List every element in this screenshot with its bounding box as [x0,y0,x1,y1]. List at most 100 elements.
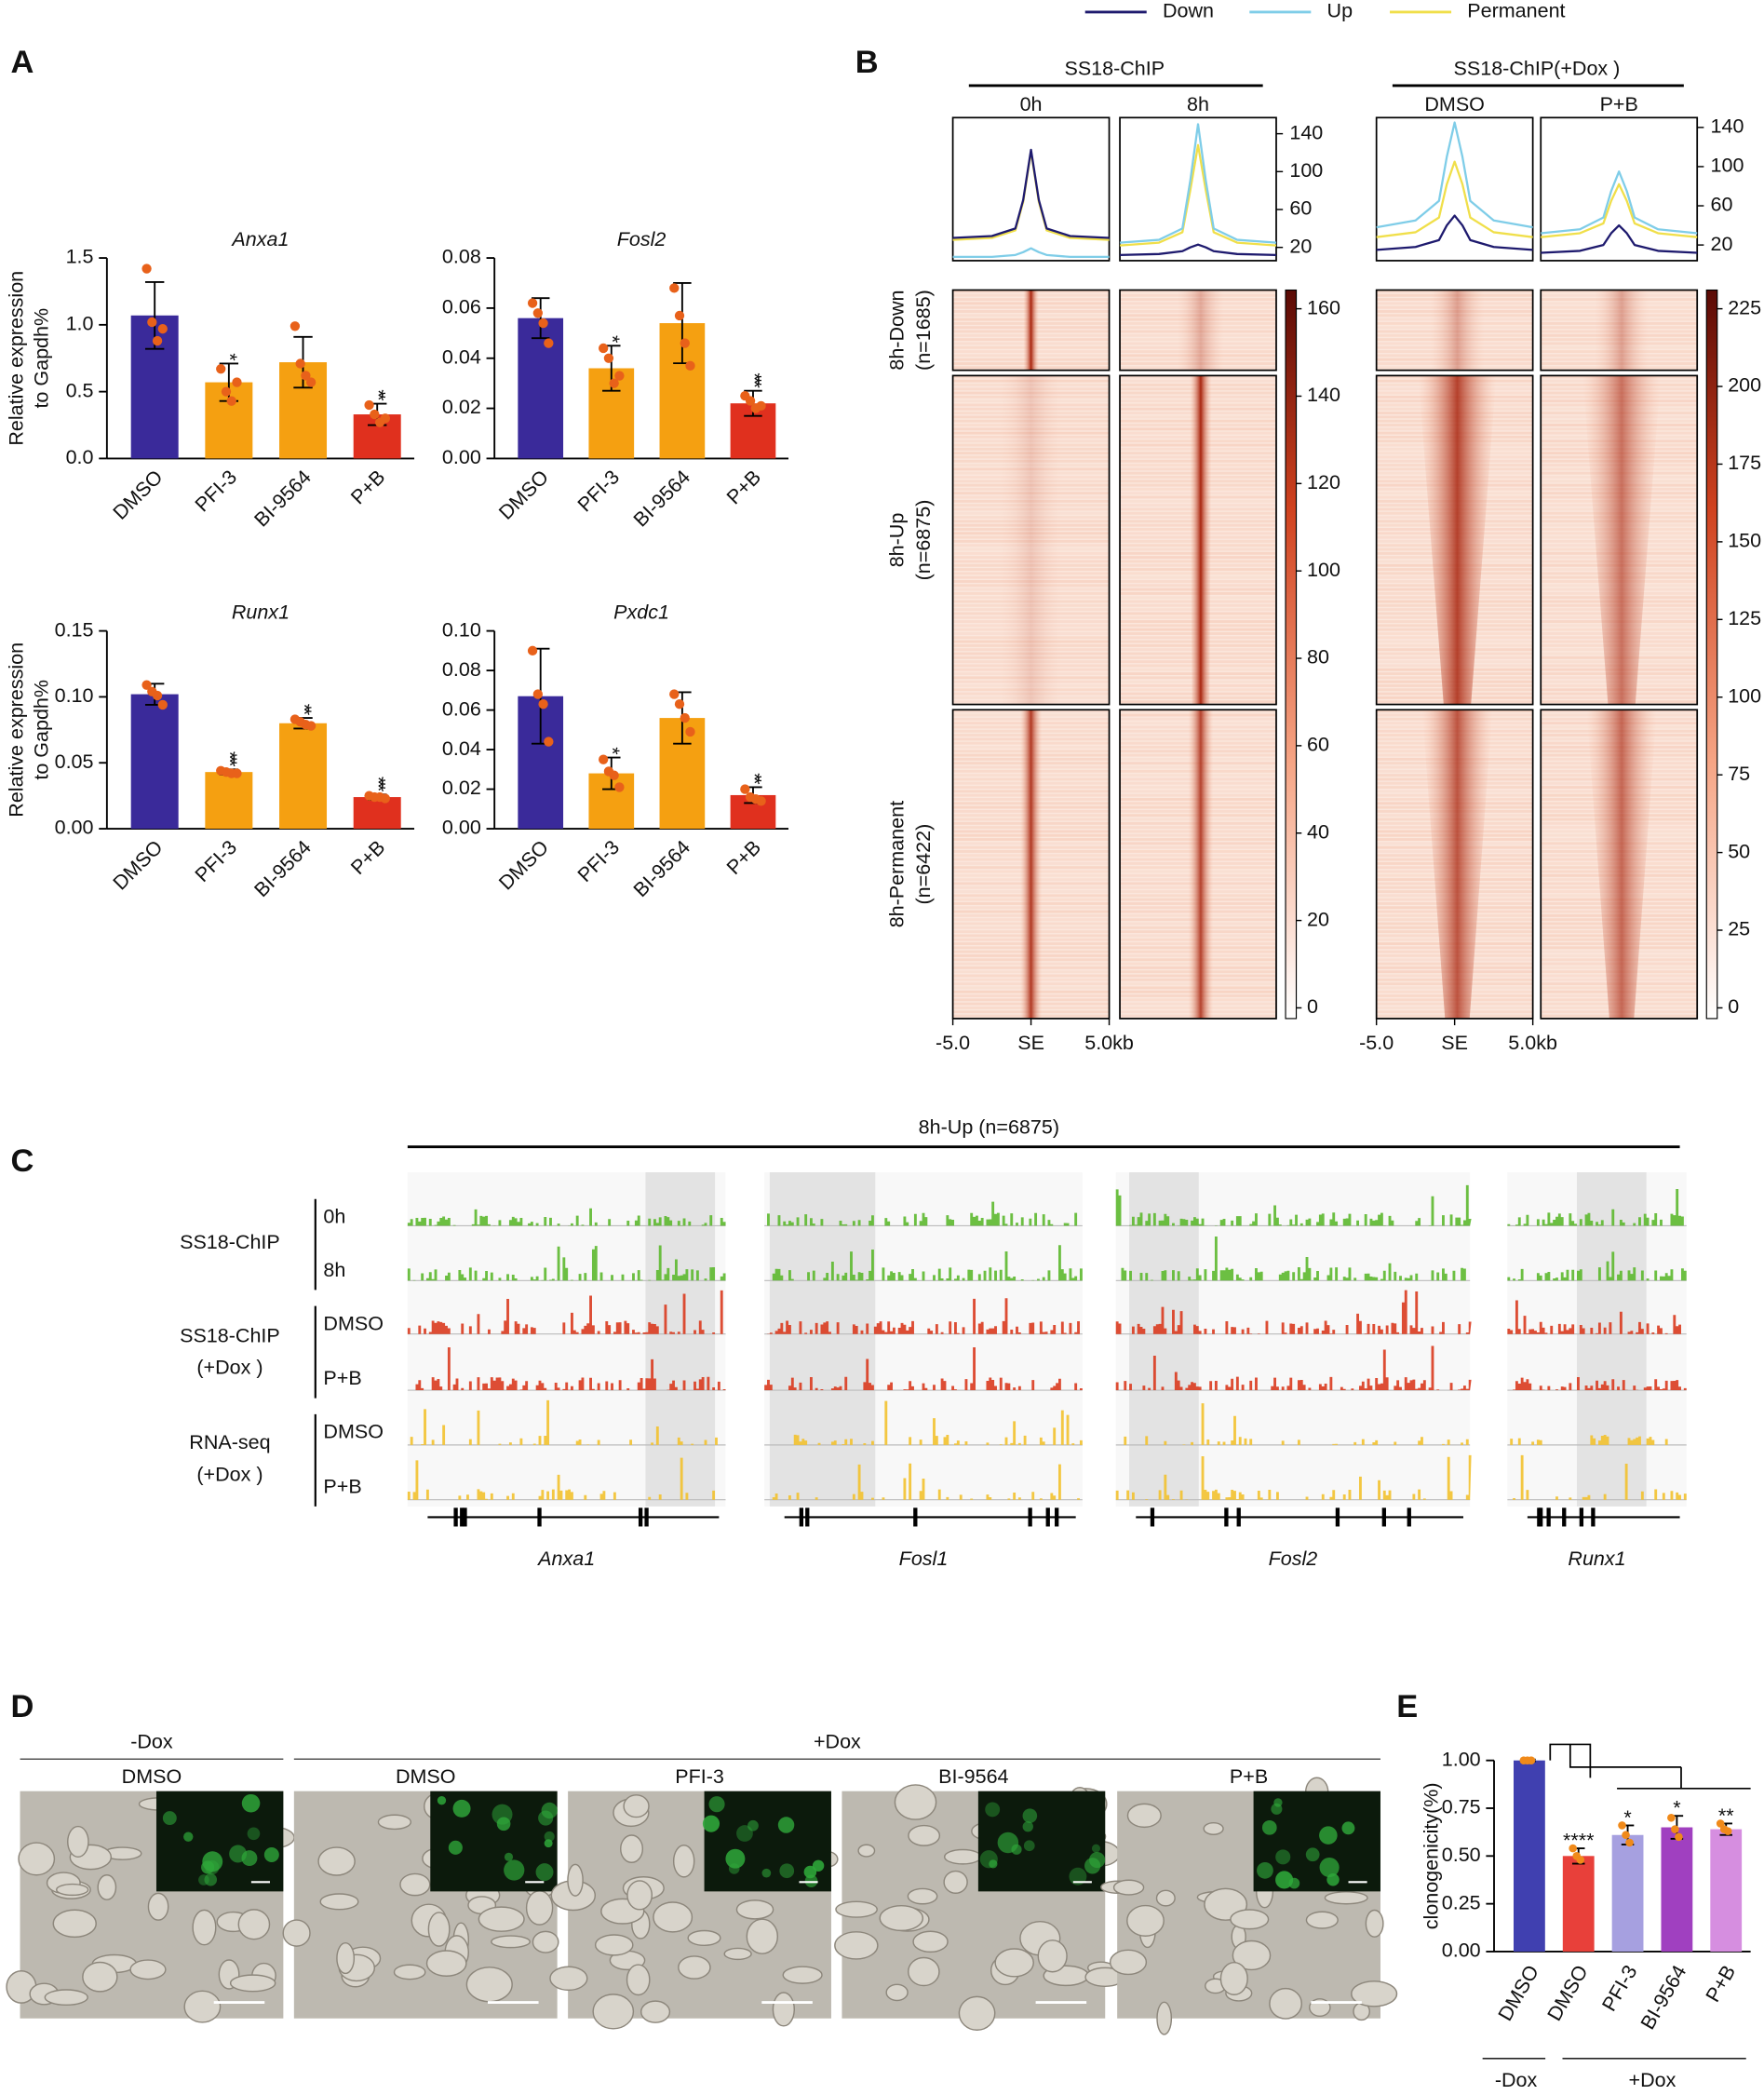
plot-frame [951,116,1111,262]
bar [279,723,328,830]
cell [943,1848,982,1865]
cell [772,1992,795,2027]
exon [1224,1507,1229,1527]
cell [592,1994,635,2030]
y-tick-label: 0.04 [442,345,481,368]
significance-brackets [1549,1743,1751,1790]
significance: ** [743,773,765,785]
gfp-cell [201,1860,215,1874]
heatmap-frame [1375,374,1534,706]
cell [491,1935,531,1949]
colorbar-tick-label: 60 [1307,734,1329,756]
x-tick-label: PFI-3 [191,836,241,886]
heatmap-frame [1119,289,1277,372]
cell [620,1834,644,1863]
x-tick-label: P+B [346,466,389,508]
heatmap-block [1375,289,1534,372]
track-signal [764,1400,1083,1445]
data-point [599,343,609,354]
panel-label: E [1396,1689,1418,1724]
significance: *** [219,751,241,767]
track-sample-label: P+B [323,1367,361,1389]
column-title: 8h [1187,93,1209,115]
exon [1579,1507,1584,1527]
gfp-cell [1261,1819,1277,1835]
gfp-cell [1089,1852,1106,1869]
profile-line [952,247,1110,259]
cell [678,1955,711,1980]
tracks-title: 8h-Up (n=6875) [919,1115,1059,1138]
chart-title: Anxa1 [230,228,289,250]
gfp-cell [1319,1857,1340,1878]
x-tick-label: DMSO [109,466,168,524]
track-group-label: RNA-seq [189,1431,270,1453]
data-point [614,782,625,792]
data-point [364,399,374,411]
gfp-cell [204,1872,218,1886]
legend-label: Permanent [1467,0,1565,22]
track-sample-label: DMSO [323,1421,384,1443]
cell [56,1883,89,1897]
track-group-label: (+Dox ) [196,1357,263,1379]
colorbar-tick-label: 100 [1307,559,1340,581]
cell [1230,1909,1270,1930]
cell [834,1931,879,1960]
gene-name: Fosl2 [1269,1548,1318,1570]
heatmap-signal [1019,710,1043,1019]
cell [97,1874,117,1900]
heatmap-block [951,709,1111,1020]
group-label: -Dox [1495,2069,1538,2091]
data-point [674,699,685,710]
colorbar-tick-label: 225 [1728,296,1761,318]
y-axis-label: clonogenicity(%) [1421,1782,1443,1929]
colorbar-tick-label: 50 [1728,840,1750,862]
gfp-cell [1091,1844,1100,1853]
data-point [609,378,619,388]
colorbar-tick-label: 140 [1307,384,1340,406]
cell [44,1989,88,2007]
gfp-cell [1271,1803,1283,1815]
data-point [1625,1838,1634,1847]
exon [1335,1507,1340,1527]
heatmap-signal [1023,290,1039,371]
cell [1232,1940,1272,1971]
gfp-cell [241,1793,261,1813]
gfp-cell [779,1863,795,1879]
gfp-cell [747,1819,759,1831]
heatmap-block [1119,374,1277,706]
cell [183,1990,222,2023]
gfp-cell [1069,1867,1087,1886]
data-point [157,323,168,334]
chart-title: Runx1 [232,601,290,624]
heatmap-block [951,289,1111,372]
colorbar-tick-label: 80 [1307,646,1329,669]
track-signal [407,1208,726,1226]
panel-label: C [10,1143,34,1179]
cell [835,1900,878,1918]
cell [782,1966,823,1984]
x-tick-label: -5.0 [936,1032,970,1054]
significance: * [601,747,624,755]
y-tick-label: 0.02 [442,396,481,418]
micrograph [1100,1777,1398,2035]
y-tick-label: 0.0 [66,446,94,468]
data-point [216,364,226,374]
significance: * [601,335,624,344]
column-title: P+B [1600,93,1638,115]
track-sample-label: DMSO [323,1312,384,1334]
gfp-cell [989,1859,998,1869]
y-tick-label: 0.05 [55,750,94,773]
x-tick-label: P+B [722,836,765,879]
cell [427,1912,451,1947]
column-title: DMSO [1424,93,1485,115]
heatmap-frame [1119,709,1277,1020]
gene-name: Anxa1 [536,1548,595,1570]
y-tick-label: 140 [1711,115,1744,138]
data-point [544,737,554,747]
cell [912,1930,949,1953]
data-point [1675,1832,1683,1842]
exon [799,1507,804,1527]
data-point [141,680,152,690]
